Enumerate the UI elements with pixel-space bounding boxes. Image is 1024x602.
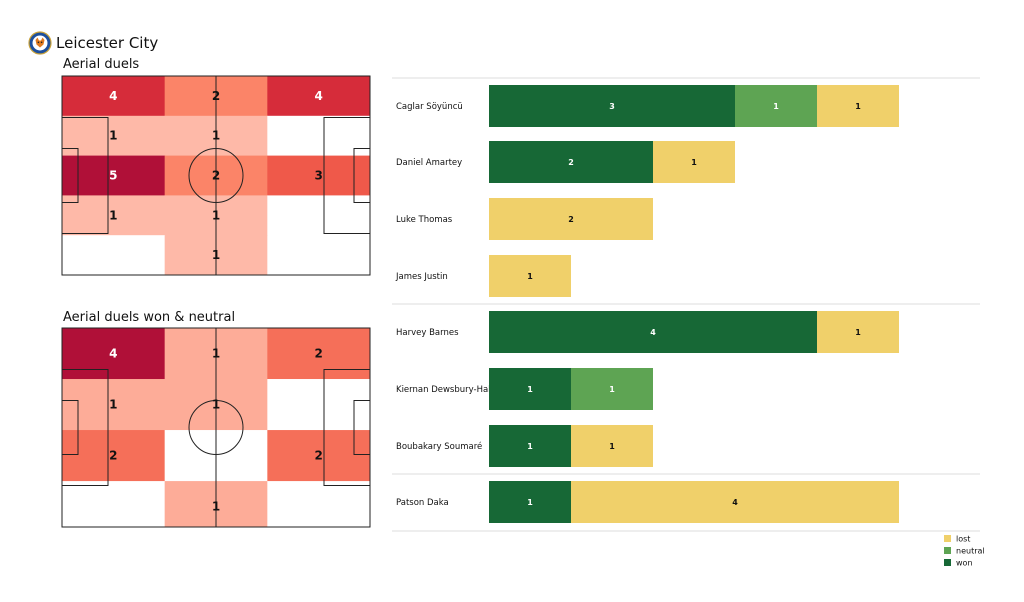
bar-segment-won [489,85,735,127]
legend-swatch-lost [944,535,951,542]
heatmap-cell [62,76,166,117]
bar-segment-neutral [571,368,653,410]
leicester-fox-crest-icon [28,31,52,55]
heatmap-cell [62,430,166,482]
legend: lost neutral won [944,535,985,568]
bar-value-label: 1 [609,442,615,451]
heatmap-cell-label: 1 [212,208,220,222]
player-label: Patson Daka [396,498,449,508]
heatmap-cell [267,328,371,380]
bar-value-label: 2 [568,158,574,167]
heatmap-cell-label: 4 [314,89,322,103]
bar-value-label: 4 [650,328,656,337]
heatmap-cell [267,115,371,157]
bar-segment-won [489,481,571,523]
legend-swatch-neutral [944,547,951,554]
bar-value-label: 1 [855,328,861,337]
bar-value-label: 1 [691,158,697,167]
bar-segment-lost [653,141,735,183]
heatmap-cell [267,235,371,276]
heatmap-cell-label: 4 [109,347,117,361]
heatmap-cell [62,115,166,157]
bar-segment-won [489,425,571,467]
bar-value-label: 1 [527,498,533,507]
heatmap-title-won-neutral: Aerial duels won & neutral [63,310,236,325]
bar-segment-lost [489,198,653,240]
heatmap-won-neutral: 4 1 2 1 1 2 2 1 [61,327,371,528]
legend-label-lost: lost [956,535,970,544]
bar-segment-neutral [735,85,817,127]
bar-segment-lost [817,311,899,353]
bar-value-label: 1 [773,102,779,111]
heatmap-cell-label: 1 [109,129,117,143]
heatmap-cell [267,379,371,431]
player-bar-chart: Caglar Söyüncü 3 1 1 Daniel Amartey 2 1 Luke Th… [392,77,980,532]
bar-value-label: 1 [855,102,861,111]
bar-value-label: 4 [732,498,738,507]
heatmap-cell-label: 2 [314,347,322,361]
heatmap-cell-label: 3 [314,169,322,183]
heatmap-cell-label: 1 [212,347,220,361]
heatmap-cell-label: 5 [109,169,117,183]
heatmap-cell-label: 2 [109,449,117,463]
heatmap-cell [62,155,166,196]
heatmap-cell [267,430,371,482]
heatmap-cell-label: 1 [109,208,117,222]
heatmap-cell-label: 2 [212,89,220,103]
bar-segment-lost [571,481,899,523]
legend-label-neutral: neutral [956,547,985,556]
heatmap-cell-label: 1 [212,500,220,514]
heatmap-cell-label: 4 [109,89,117,103]
heatmap-cell [62,481,166,528]
heatmap-cell [267,195,371,236]
heatmap-cell-label: 2 [212,169,220,183]
bar-value-label: 1 [609,385,615,394]
team-header: Leicester City [28,30,158,56]
bar-segment-won [489,141,653,183]
bar-segment-lost [817,85,899,127]
bar-segment-lost [489,255,571,297]
heatmap-cell-label: 2 [314,449,322,463]
bar-value-label: 3 [609,102,615,111]
player-label: Daniel Amartey [396,158,462,168]
heatmap-title-aerial-duels: Aerial duels [63,57,140,72]
bar-segment-won [489,311,817,353]
heatmap-cell-label: 1 [212,129,220,143]
bar-value-label: 1 [527,385,533,394]
player-label: Caglar Söyüncü [396,102,463,112]
heatmap-cell [62,379,166,431]
legend-label-won: won [956,559,973,568]
heatmap-cell [267,155,371,196]
player-label: Boubakary Soumaré [396,441,482,452]
heatmap-cell [62,235,166,276]
bar-segment-won [489,368,571,410]
bar-segment-lost [571,425,653,467]
bar-value-label: 2 [568,215,574,224]
player-label: Kiernan Dewsbury-Hall [396,385,493,395]
heatmap-cell [267,481,371,528]
heatmap-cell-label: 1 [109,398,117,412]
player-label: Harvey Barnes [396,328,459,338]
pitch-markings [61,75,371,276]
pitch-markings [61,327,371,528]
team-name: Leicester City [56,34,159,52]
heatmap-cell-label: 1 [212,398,220,412]
heatmap-aerial-duels: 4 2 4 1 1 5 2 3 1 1 1 [61,75,371,276]
heatmap-cell [267,76,371,117]
heatmap-cell [62,195,166,236]
legend-swatch-won [944,559,951,566]
player-label: James Justin [395,272,448,282]
player-label: Luke Thomas [396,215,453,225]
heatmap-cell-label: 1 [212,248,220,262]
heatmap-cell [62,328,166,380]
bar-value-label: 1 [527,442,533,451]
bar-value-label: 1 [527,272,533,281]
